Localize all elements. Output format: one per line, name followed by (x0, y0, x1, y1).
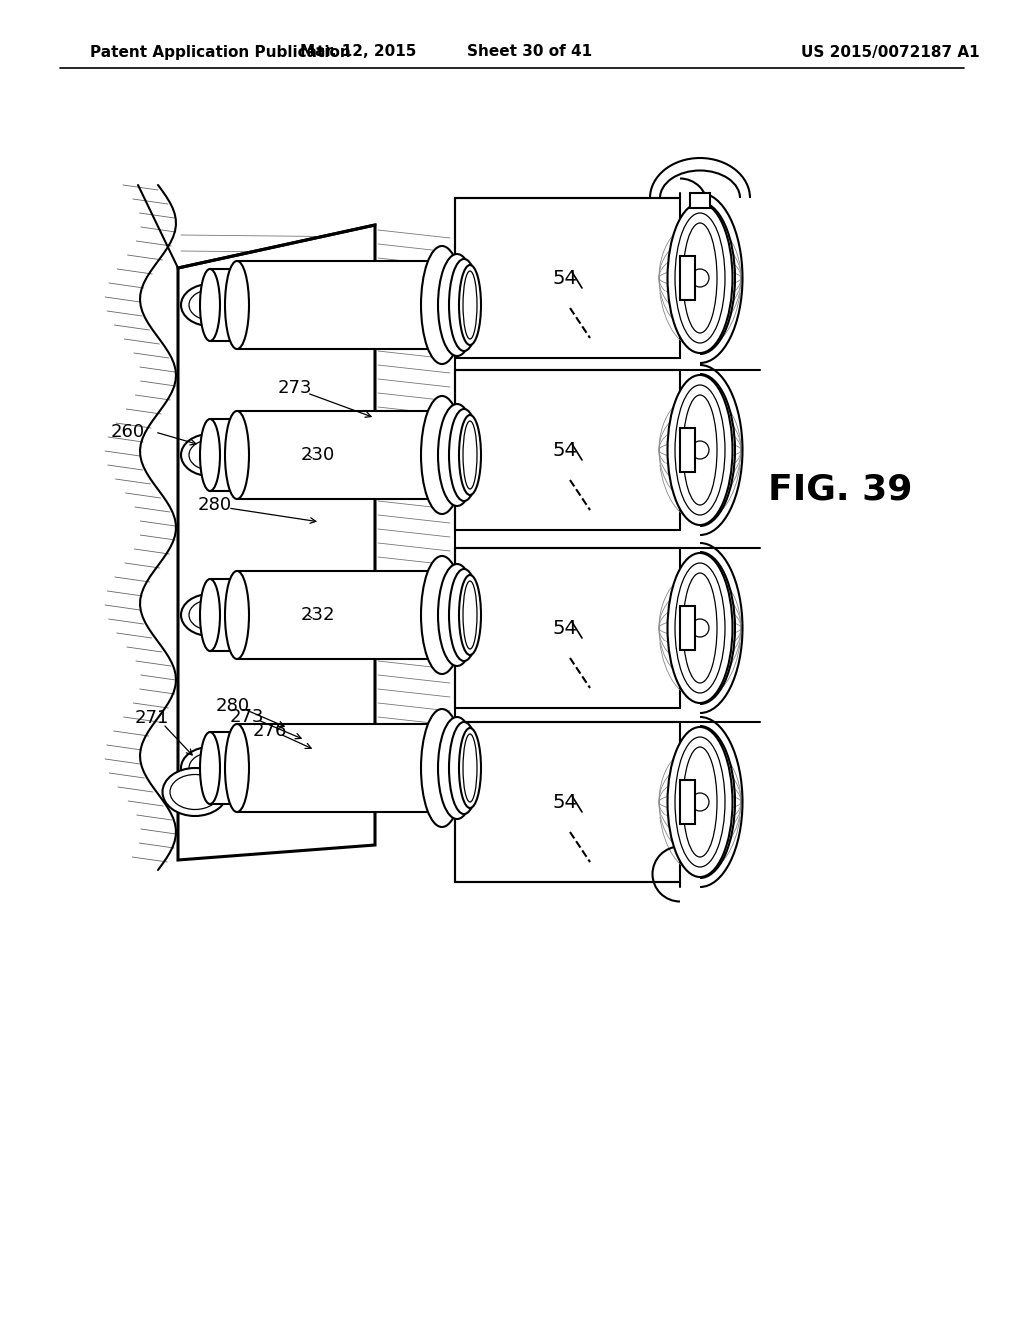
Ellipse shape (691, 793, 709, 810)
Ellipse shape (683, 747, 717, 857)
Ellipse shape (438, 404, 476, 506)
Ellipse shape (225, 572, 249, 659)
Ellipse shape (181, 594, 239, 636)
Polygon shape (690, 193, 710, 209)
Ellipse shape (691, 619, 709, 638)
Ellipse shape (463, 581, 477, 649)
Ellipse shape (449, 722, 479, 814)
Ellipse shape (200, 579, 220, 651)
Ellipse shape (691, 269, 709, 286)
Text: 280: 280 (216, 697, 250, 715)
Ellipse shape (163, 768, 227, 816)
Text: Mar. 12, 2015: Mar. 12, 2015 (300, 45, 416, 59)
Text: 232: 232 (301, 606, 335, 624)
Ellipse shape (189, 440, 231, 470)
Ellipse shape (225, 723, 249, 812)
Polygon shape (237, 261, 450, 348)
Ellipse shape (181, 434, 239, 477)
Ellipse shape (683, 223, 717, 333)
Ellipse shape (449, 259, 479, 351)
Polygon shape (237, 411, 450, 499)
Ellipse shape (459, 265, 481, 345)
Ellipse shape (225, 411, 249, 499)
Ellipse shape (421, 396, 463, 513)
Polygon shape (210, 579, 237, 651)
Text: 230: 230 (301, 446, 335, 465)
Ellipse shape (189, 752, 231, 783)
Ellipse shape (449, 569, 479, 661)
Polygon shape (455, 370, 680, 531)
Ellipse shape (459, 576, 481, 655)
Ellipse shape (189, 601, 231, 630)
Text: 273: 273 (229, 708, 264, 726)
Polygon shape (210, 269, 237, 341)
Polygon shape (680, 428, 695, 473)
Ellipse shape (683, 395, 717, 506)
Polygon shape (237, 723, 450, 812)
Ellipse shape (200, 269, 220, 341)
Text: Sheet 30 of 41: Sheet 30 of 41 (467, 45, 593, 59)
Ellipse shape (668, 553, 732, 704)
Ellipse shape (691, 441, 709, 459)
Ellipse shape (200, 418, 220, 491)
Polygon shape (455, 548, 680, 708)
Ellipse shape (189, 290, 231, 319)
Ellipse shape (200, 733, 220, 804)
Polygon shape (455, 722, 680, 882)
Text: 273: 273 (278, 379, 312, 397)
Text: 54: 54 (553, 792, 578, 812)
Ellipse shape (421, 709, 463, 828)
Text: 54: 54 (553, 619, 578, 638)
Ellipse shape (181, 284, 239, 326)
Ellipse shape (675, 385, 725, 515)
Text: 280: 280 (198, 496, 232, 513)
Ellipse shape (668, 727, 732, 876)
Ellipse shape (683, 573, 717, 682)
Ellipse shape (668, 203, 732, 352)
Ellipse shape (459, 729, 481, 808)
Ellipse shape (675, 737, 725, 867)
Polygon shape (237, 572, 450, 659)
Ellipse shape (459, 414, 481, 495)
Text: Patent Application Publication: Patent Application Publication (90, 45, 351, 59)
Ellipse shape (675, 564, 725, 693)
Ellipse shape (463, 421, 477, 488)
Ellipse shape (438, 717, 476, 818)
Ellipse shape (449, 409, 479, 502)
Ellipse shape (170, 775, 220, 809)
Ellipse shape (438, 564, 476, 667)
Ellipse shape (463, 734, 477, 803)
Polygon shape (455, 198, 680, 358)
Ellipse shape (421, 246, 463, 364)
Ellipse shape (438, 253, 476, 356)
Polygon shape (178, 224, 375, 861)
Polygon shape (680, 256, 695, 300)
Text: 54: 54 (553, 441, 578, 459)
Ellipse shape (181, 747, 239, 789)
Text: US 2015/0072187 A1: US 2015/0072187 A1 (801, 45, 979, 59)
Ellipse shape (463, 271, 477, 339)
Text: 276: 276 (253, 722, 287, 741)
Text: 271: 271 (135, 709, 169, 727)
Ellipse shape (668, 375, 732, 525)
Polygon shape (210, 733, 237, 804)
Ellipse shape (675, 213, 725, 343)
Polygon shape (680, 606, 695, 649)
Polygon shape (680, 780, 695, 824)
Text: 54: 54 (553, 268, 578, 288)
Text: FIG. 39: FIG. 39 (768, 473, 912, 507)
Ellipse shape (225, 261, 249, 348)
Polygon shape (210, 418, 237, 491)
Ellipse shape (421, 556, 463, 675)
Text: 260: 260 (111, 422, 145, 441)
